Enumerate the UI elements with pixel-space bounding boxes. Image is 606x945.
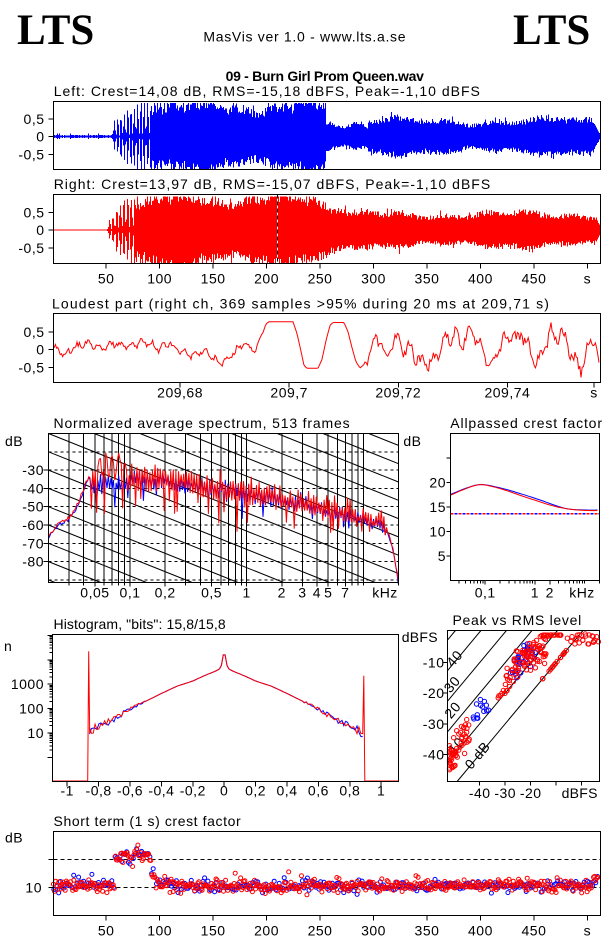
svg-text:50: 50 bbox=[98, 923, 115, 939]
svg-text:-50: -50 bbox=[22, 499, 44, 515]
svg-text:0,5: 0,5 bbox=[24, 204, 45, 220]
svg-text:200: 200 bbox=[254, 271, 279, 287]
svg-text:-20: -20 bbox=[423, 685, 445, 701]
svg-text:-30: -30 bbox=[22, 462, 44, 478]
svg-text:-80: -80 bbox=[22, 554, 44, 570]
svg-text:0: 0 bbox=[36, 129, 44, 145]
svg-text:Peak vs RMS level: Peak vs RMS level bbox=[453, 612, 582, 628]
svg-text:-30: -30 bbox=[494, 785, 516, 801]
svg-text:0,4: 0,4 bbox=[277, 783, 298, 799]
svg-text:200: 200 bbox=[254, 923, 279, 939]
svg-text:0,6: 0,6 bbox=[308, 783, 329, 799]
svg-text:3: 3 bbox=[298, 585, 306, 601]
svg-text:0,2: 0,2 bbox=[245, 783, 266, 799]
svg-text:LTS: LTS bbox=[17, 7, 94, 54]
svg-text:10: 10 bbox=[25, 880, 42, 896]
svg-text:5: 5 bbox=[438, 548, 446, 564]
svg-text:-0,5: -0,5 bbox=[18, 146, 44, 162]
svg-text:1: 1 bbox=[531, 585, 539, 601]
svg-text:Left: Crest=14,08 dB, RMS=-15,: Left: Crest=14,08 dB, RMS=-15,18 dBFS, P… bbox=[54, 83, 481, 99]
svg-text:0,1: 0,1 bbox=[475, 585, 496, 601]
svg-text:300: 300 bbox=[361, 271, 386, 287]
svg-text:-0,4: -0,4 bbox=[148, 783, 174, 799]
svg-text:Histogram, "bits": 15,8/15,8: Histogram, "bits": 15,8/15,8 bbox=[54, 616, 226, 632]
svg-text:0,05: 0,05 bbox=[80, 585, 109, 601]
svg-text:-40: -40 bbox=[469, 785, 491, 801]
svg-text:0,8: 0,8 bbox=[339, 783, 360, 799]
svg-text:0: 0 bbox=[36, 222, 44, 238]
svg-text:4: 4 bbox=[313, 585, 321, 601]
svg-text:dBFS: dBFS bbox=[562, 785, 598, 801]
svg-text:-0,5: -0,5 bbox=[18, 240, 44, 256]
svg-text:-30: -30 bbox=[423, 716, 445, 732]
svg-text:209,7: 209,7 bbox=[270, 385, 308, 401]
svg-text:Normalized average spectrum, 5: Normalized average spectrum, 513 frames bbox=[54, 415, 351, 431]
svg-text:2: 2 bbox=[546, 585, 554, 601]
svg-text:-20: -20 bbox=[520, 785, 542, 801]
svg-text:0,5: 0,5 bbox=[201, 585, 222, 601]
svg-text:s: s bbox=[584, 923, 592, 939]
svg-text:400: 400 bbox=[468, 271, 493, 287]
svg-text:450: 450 bbox=[522, 271, 547, 287]
svg-text:kHz: kHz bbox=[569, 585, 595, 601]
svg-text:-0,8: -0,8 bbox=[86, 783, 112, 799]
svg-text:1: 1 bbox=[377, 783, 385, 799]
svg-text:-40: -40 bbox=[22, 480, 44, 496]
svg-text:kHz: kHz bbox=[372, 585, 398, 601]
svg-text:400: 400 bbox=[468, 923, 493, 939]
svg-text:100: 100 bbox=[147, 271, 172, 287]
svg-text:1: 1 bbox=[243, 585, 251, 601]
svg-text:Loudest part (right ch, 369 sa: Loudest part (right ch, 369 samples >95%… bbox=[52, 296, 550, 312]
svg-text:dB: dB bbox=[403, 433, 421, 449]
svg-text:350: 350 bbox=[415, 923, 440, 939]
svg-text:100: 100 bbox=[19, 701, 44, 717]
svg-text:7: 7 bbox=[341, 585, 349, 601]
svg-text:-0,5: -0,5 bbox=[18, 359, 44, 375]
svg-text:250: 250 bbox=[308, 923, 333, 939]
svg-text:0,5: 0,5 bbox=[24, 111, 45, 127]
svg-text:209,68: 209,68 bbox=[157, 385, 203, 401]
svg-text:dB: dB bbox=[5, 829, 23, 845]
svg-text:-10: -10 bbox=[423, 655, 445, 671]
svg-text:350: 350 bbox=[415, 271, 440, 287]
svg-text:20: 20 bbox=[429, 475, 446, 491]
svg-text:MasVis ver 1.0 - www.lts.a.se: MasVis ver 1.0 - www.lts.a.se bbox=[203, 29, 406, 45]
svg-text:209,72: 209,72 bbox=[375, 385, 421, 401]
svg-text:0: 0 bbox=[36, 342, 44, 358]
svg-text:100: 100 bbox=[147, 923, 172, 939]
svg-text:300: 300 bbox=[361, 923, 386, 939]
svg-text:09 - Burn Girl Prom Queen.wav: 09 - Burn Girl Prom Queen.wav bbox=[226, 68, 425, 84]
svg-text:-0,6: -0,6 bbox=[117, 783, 143, 799]
svg-text:0: 0 bbox=[220, 783, 228, 799]
svg-text:s: s bbox=[584, 271, 592, 287]
svg-text:Right: Crest=13,97 dB, RMS=-15: Right: Crest=13,97 dB, RMS=-15,07 dBFS, … bbox=[54, 176, 491, 192]
svg-text:Short term (1 s) crest factor: Short term (1 s) crest factor bbox=[54, 813, 242, 829]
svg-text:s: s bbox=[590, 385, 598, 401]
svg-text:5: 5 bbox=[324, 585, 332, 601]
svg-text:209,74: 209,74 bbox=[484, 385, 530, 401]
svg-text:0,5: 0,5 bbox=[24, 324, 45, 340]
svg-text:150: 150 bbox=[201, 923, 226, 939]
svg-text:1000: 1000 bbox=[11, 676, 44, 692]
svg-text:150: 150 bbox=[201, 271, 226, 287]
svg-text:0,1: 0,1 bbox=[120, 585, 141, 601]
svg-text:n: n bbox=[4, 638, 12, 654]
svg-text:dBFS: dBFS bbox=[402, 629, 438, 645]
svg-text:-60: -60 bbox=[22, 517, 44, 533]
svg-text:10: 10 bbox=[429, 524, 446, 540]
svg-text:-0,2: -0,2 bbox=[180, 783, 206, 799]
svg-text:10: 10 bbox=[27, 725, 44, 741]
svg-text:dB: dB bbox=[5, 433, 23, 449]
svg-text:0,2: 0,2 bbox=[155, 585, 176, 601]
svg-text:2: 2 bbox=[278, 585, 286, 601]
svg-text:15: 15 bbox=[429, 499, 446, 515]
svg-text:LTS: LTS bbox=[513, 7, 590, 54]
svg-text:250: 250 bbox=[308, 271, 333, 287]
svg-text:-40: -40 bbox=[423, 746, 445, 762]
svg-text:-1: -1 bbox=[60, 783, 73, 799]
svg-text:Allpassed crest factor: Allpassed crest factor bbox=[450, 415, 603, 431]
svg-text:50: 50 bbox=[98, 271, 115, 287]
svg-text:-70: -70 bbox=[22, 535, 44, 551]
svg-text:450: 450 bbox=[522, 923, 547, 939]
